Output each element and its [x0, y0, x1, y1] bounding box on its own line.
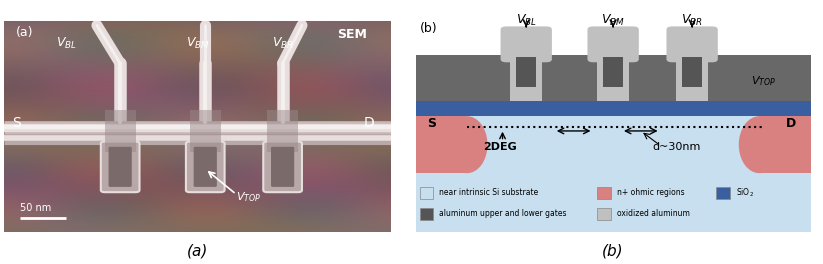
Text: aluminum upper and lower gates: aluminum upper and lower gates	[439, 209, 567, 218]
Bar	[597, 208, 611, 220]
Text: D: D	[786, 117, 796, 130]
Text: $V_{TOP}$: $V_{TOP}$	[751, 74, 777, 88]
Text: d~30nm: d~30nm	[653, 142, 701, 152]
Text: n+ ohmic regions: n+ ohmic regions	[617, 188, 685, 197]
Bar	[677, 55, 708, 101]
Text: D: D	[364, 116, 374, 130]
Text: S: S	[427, 117, 436, 130]
Text: (b): (b)	[602, 244, 624, 259]
FancyBboxPatch shape	[271, 147, 294, 187]
Bar	[420, 187, 434, 199]
Bar	[416, 101, 811, 116]
Bar	[190, 110, 221, 152]
Bar	[682, 57, 702, 87]
Bar	[760, 116, 811, 173]
Bar	[597, 55, 629, 101]
Text: SiO$_2$: SiO$_2$	[736, 186, 754, 199]
Bar	[716, 187, 730, 199]
Text: $V_{BM}$: $V_{BM}$	[186, 35, 209, 51]
FancyBboxPatch shape	[263, 142, 302, 192]
Bar	[416, 173, 811, 232]
Text: near intrinsic Si substrate: near intrinsic Si substrate	[439, 188, 538, 197]
Text: $V_{TOP}$: $V_{TOP}$	[236, 191, 262, 204]
Bar	[416, 116, 467, 173]
Bar	[420, 208, 434, 220]
Bar	[597, 187, 611, 199]
Text: (b): (b)	[420, 22, 437, 35]
Text: S: S	[12, 116, 21, 130]
Bar	[416, 116, 811, 173]
FancyBboxPatch shape	[667, 26, 718, 62]
Bar	[603, 57, 623, 87]
FancyBboxPatch shape	[186, 142, 225, 192]
Text: 2DEG: 2DEG	[483, 142, 517, 152]
Ellipse shape	[446, 116, 487, 173]
Ellipse shape	[739, 116, 780, 173]
Text: $V_{BL}$: $V_{BL}$	[56, 35, 77, 51]
FancyBboxPatch shape	[588, 26, 639, 62]
FancyBboxPatch shape	[193, 147, 216, 187]
Bar	[510, 55, 542, 101]
Text: $V_{BR}$: $V_{BR}$	[272, 35, 294, 51]
Text: oxidized aluminum: oxidized aluminum	[617, 209, 690, 218]
Bar	[516, 57, 536, 87]
Bar	[416, 55, 811, 101]
Text: SEM: SEM	[337, 28, 367, 41]
Bar	[267, 110, 298, 152]
Text: $V_{BL}$: $V_{BL}$	[516, 13, 537, 29]
FancyBboxPatch shape	[109, 147, 132, 187]
FancyBboxPatch shape	[100, 142, 139, 192]
Text: (a): (a)	[187, 244, 208, 259]
FancyBboxPatch shape	[500, 26, 552, 62]
Bar	[105, 110, 136, 152]
Text: (a): (a)	[16, 26, 33, 39]
Text: $V_{BR}$: $V_{BR}$	[681, 13, 703, 29]
Text: $V_{BM}$: $V_{BM}$	[602, 13, 625, 29]
Text: 50 nm: 50 nm	[20, 203, 51, 213]
